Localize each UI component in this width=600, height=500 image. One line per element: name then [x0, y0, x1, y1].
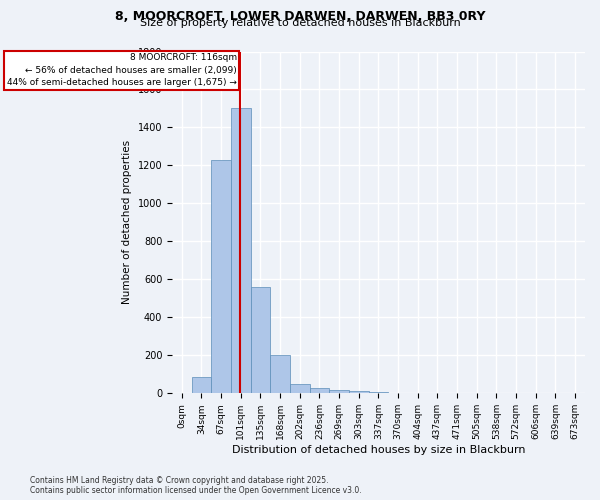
Bar [310, 388, 329, 394]
Bar [388, 393, 408, 394]
Bar [191, 377, 211, 394]
Y-axis label: Number of detached properties: Number of detached properties [122, 140, 132, 304]
Bar [271, 356, 290, 394]
Bar [368, 392, 388, 394]
Bar [251, 287, 271, 394]
Text: 8 MOORCROFT: 116sqm
← 56% of detached houses are smaller (2,099)
44% of semi-det: 8 MOORCROFT: 116sqm ← 56% of detached ho… [7, 54, 237, 88]
Bar [349, 392, 368, 394]
Bar [329, 390, 349, 394]
Bar [290, 384, 310, 394]
Text: Size of property relative to detached houses in Blackburn: Size of property relative to detached ho… [140, 18, 460, 28]
Text: Contains HM Land Registry data © Crown copyright and database right 2025.
Contai: Contains HM Land Registry data © Crown c… [30, 476, 362, 495]
X-axis label: Distribution of detached houses by size in Blackburn: Distribution of detached houses by size … [232, 445, 525, 455]
Text: 8, MOORCROFT, LOWER DARWEN, DARWEN, BB3 0RY: 8, MOORCROFT, LOWER DARWEN, DARWEN, BB3 … [115, 10, 485, 23]
Bar [231, 108, 251, 394]
Bar [211, 160, 231, 394]
